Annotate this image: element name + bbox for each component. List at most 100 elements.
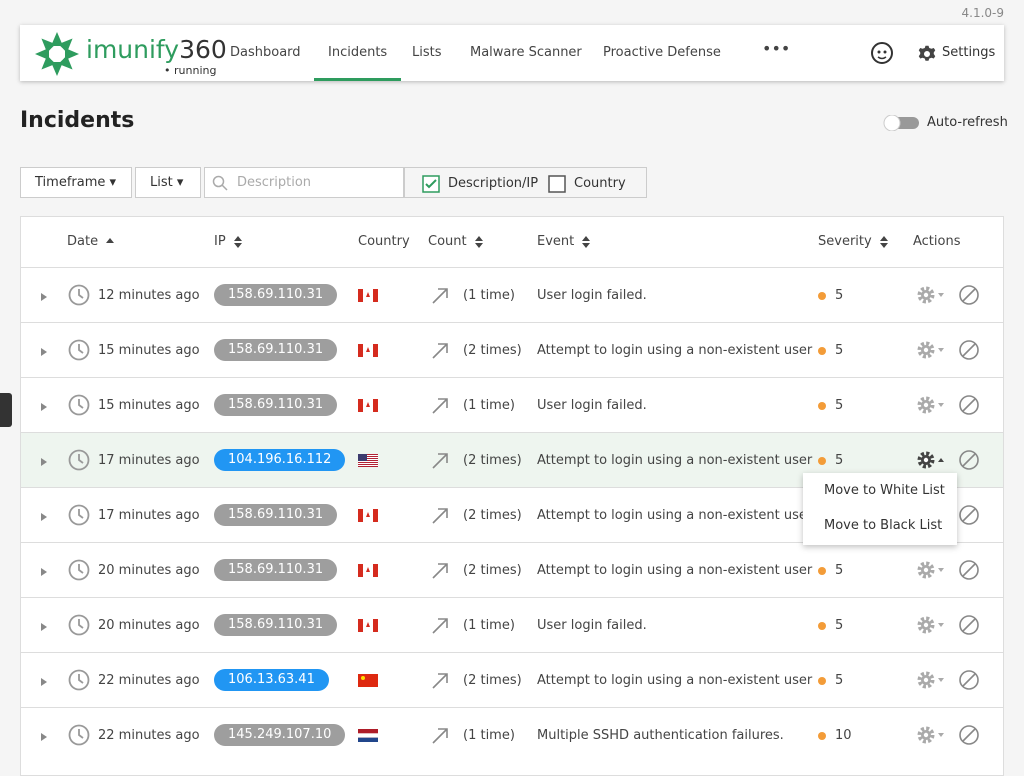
- actions-gear[interactable]: [916, 615, 946, 635]
- severity: 5: [835, 288, 844, 303]
- clock-icon: [68, 394, 90, 416]
- actions-gear[interactable]: [916, 285, 946, 305]
- date: 17 minutes ago: [98, 508, 200, 523]
- expand-icon[interactable]: [41, 348, 47, 356]
- severity: 5: [835, 563, 844, 578]
- settings-icon[interactable]: [918, 45, 936, 63]
- side-toggle[interactable]: [0, 393, 12, 427]
- event: Attempt to login using a non-existent us…: [537, 453, 813, 468]
- ip-badge[interactable]: 145.249.107.10: [214, 724, 346, 746]
- country-flag: [358, 454, 378, 467]
- severity: 5: [835, 453, 844, 468]
- search-icon: [212, 175, 228, 191]
- actions-gear[interactable]: [916, 670, 946, 690]
- count: (2 times): [463, 343, 522, 358]
- list-label: List: [150, 175, 173, 190]
- checkbox-label: Description/IP: [448, 176, 539, 191]
- country-flag: [358, 399, 378, 412]
- page-title: Incidents: [20, 108, 135, 133]
- expand-icon[interactable]: [41, 513, 47, 521]
- expand-icon[interactable]: [41, 458, 47, 466]
- expand-icon[interactable]: [41, 293, 47, 301]
- actions-gear[interactable]: [916, 340, 946, 360]
- table-row[interactable]: 20 minutes ago 158.69.110.31 (2 times) Atte…: [21, 542, 1003, 597]
- support-icon[interactable]: [870, 41, 894, 65]
- timeframe-button[interactable]: Timeframe ▾: [20, 167, 132, 198]
- country-flag: [358, 289, 378, 302]
- actions-gear[interactable]: [916, 560, 946, 580]
- count: (1 time): [463, 288, 515, 303]
- expand-icon[interactable]: [41, 623, 47, 631]
- column-header[interactable]: IP: [214, 234, 226, 249]
- ip-badge[interactable]: 158.69.110.31: [214, 614, 338, 636]
- block-icon[interactable]: [958, 669, 980, 691]
- expand-icon[interactable]: [41, 568, 47, 576]
- table-row[interactable]: 22 minutes ago 145.249.107.10 (1 time) Mult…: [21, 707, 1003, 762]
- timeframe-label: Timeframe: [35, 175, 106, 190]
- column-header[interactable]: Country: [358, 234, 410, 249]
- clock-icon: [68, 724, 90, 746]
- date: 22 minutes ago: [98, 673, 200, 688]
- block-icon[interactable]: [958, 724, 980, 746]
- count-arrow: [432, 673, 448, 689]
- expand-icon[interactable]: [41, 678, 47, 686]
- actions-gear[interactable]: [916, 395, 946, 415]
- nav-link[interactable]: Lists: [412, 45, 442, 60]
- event: Attempt to login using a non-existent us…: [537, 508, 813, 523]
- sort-icon: [475, 236, 483, 248]
- block-icon[interactable]: [958, 449, 980, 471]
- ip-badge[interactable]: 158.69.110.31: [214, 339, 338, 361]
- table-row[interactable]: 22 minutes ago 106.13.63.41 (2 times) Attem…: [21, 652, 1003, 707]
- block-icon[interactable]: [958, 284, 980, 306]
- count-arrow: [432, 453, 448, 469]
- column-header[interactable]: Date: [67, 234, 99, 249]
- column-header[interactable]: Count: [428, 234, 467, 249]
- top-bar: imunify360 • running Dashboard Incidents L…: [20, 25, 1004, 81]
- table-row[interactable]: 20 minutes ago 158.69.110.31 (1 time) User …: [21, 597, 1003, 652]
- ip-badge[interactable]: 158.69.110.31: [214, 394, 338, 416]
- block-icon[interactable]: [958, 504, 980, 526]
- table-row[interactable]: 17 minutes ago 158.69.110.31 (2 times) Atte…: [21, 487, 1003, 542]
- table-row[interactable]: 15 minutes ago 158.69.110.31 (1 time) User …: [21, 377, 1003, 432]
- settings-link[interactable]: Settings: [942, 45, 996, 60]
- menu-item[interactable]: Move to Black List: [824, 518, 943, 533]
- search-input[interactable]: Description: [204, 167, 404, 198]
- count: (2 times): [463, 563, 522, 578]
- ip-badge[interactable]: 104.196.16.112: [214, 449, 346, 471]
- expand-icon[interactable]: [41, 403, 47, 411]
- expand-icon[interactable]: [41, 733, 47, 741]
- count: (1 time): [463, 728, 515, 743]
- ip-badge[interactable]: 106.13.63.41: [214, 669, 329, 691]
- severity-dot: [818, 567, 826, 575]
- sort-icon: [106, 238, 114, 243]
- nav-link[interactable]: Proactive Defense: [603, 45, 721, 60]
- checkbox-checked[interactable]: [422, 175, 440, 193]
- ip-badge[interactable]: 158.69.110.31: [214, 504, 338, 526]
- column-header[interactable]: Severity: [818, 234, 872, 249]
- table-row[interactable]: 15 minutes ago 158.69.110.31 (2 times) Atte…: [21, 322, 1003, 377]
- status-text: running: [174, 64, 217, 77]
- menu-item[interactable]: Move to White List: [824, 483, 945, 498]
- sort-icon: [582, 236, 590, 248]
- column-header[interactable]: Actions: [913, 234, 961, 249]
- nav-link[interactable]: Incidents: [314, 25, 402, 81]
- block-icon[interactable]: [958, 394, 980, 416]
- table-row[interactable]: 12 minutes ago 158.69.110.31 (1 time) User …: [21, 267, 1003, 322]
- list-button[interactable]: List ▾: [135, 167, 201, 198]
- ip-badge[interactable]: 158.69.110.31: [214, 559, 338, 581]
- auto-refresh-toggle[interactable]: [883, 115, 919, 131]
- table-row[interactable]: 17 minutes ago 104.196.16.112 (2 times) Att…: [21, 432, 1003, 487]
- column-header[interactable]: Event: [537, 234, 575, 249]
- actions-gear[interactable]: [916, 450, 946, 470]
- checkbox[interactable]: [548, 175, 566, 193]
- block-icon[interactable]: [958, 559, 980, 581]
- block-icon[interactable]: [958, 339, 980, 361]
- more-menu[interactable]: •••: [762, 39, 791, 58]
- checkbox-label: Country: [574, 176, 626, 191]
- block-icon[interactable]: [958, 614, 980, 636]
- actions-gear[interactable]: [916, 725, 946, 745]
- nav-link[interactable]: Malware Scanner: [470, 45, 582, 60]
- nav-link[interactable]: Dashboard: [230, 45, 301, 60]
- severity-dot: [818, 402, 826, 410]
- ip-badge[interactable]: 158.69.110.31: [214, 284, 338, 306]
